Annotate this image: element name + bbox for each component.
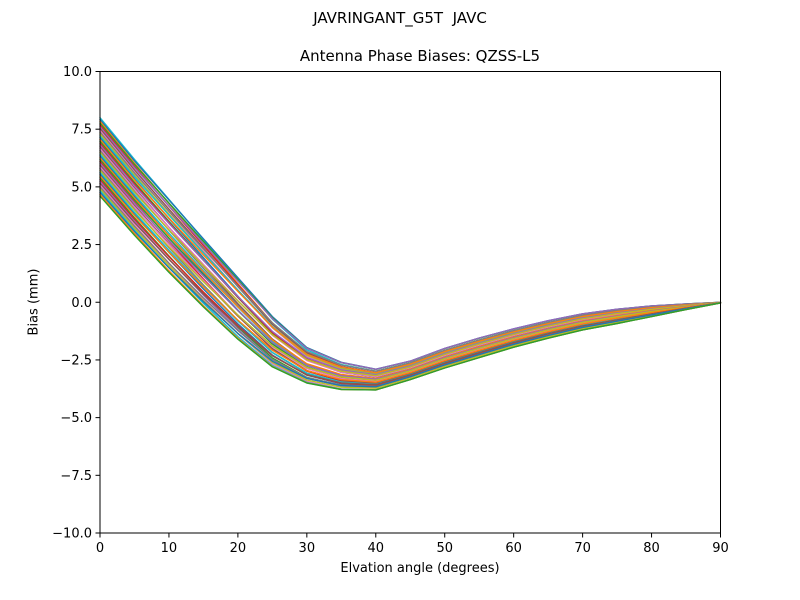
y-tick-label: −5.0 <box>60 411 92 426</box>
bias-curve <box>99 131 722 372</box>
x-tick-label: 90 <box>712 541 729 556</box>
y-tick-label: −7.5 <box>60 469 92 484</box>
x-tick-label: 80 <box>643 541 660 556</box>
bias-curve <box>99 160 722 385</box>
bias-curves-group <box>99 117 722 391</box>
bias-curve <box>99 147 722 378</box>
bias-curve <box>99 188 722 389</box>
bias-curve <box>99 169 722 381</box>
y-tick-label: 2.5 <box>71 238 92 253</box>
bias-curve <box>99 191 722 388</box>
y-axis-label: Bias (mm) <box>26 268 42 336</box>
x-tick-label: 0 <box>96 541 104 556</box>
y-tick-label: 5.0 <box>71 180 92 195</box>
y-tick-label: −10.0 <box>52 527 92 542</box>
chart-subtitle: Antenna Phase Biases: QZSS-L5 <box>299 47 541 65</box>
bias-curve <box>99 175 722 383</box>
chart-title: JAVRINGANT_G5T JAVC <box>313 9 487 27</box>
y-tick-label: −2.5 <box>60 353 92 368</box>
bias-curve <box>99 182 722 386</box>
bias-curve <box>99 186 722 388</box>
tick-labels-group: 0 10 20 30 40 50 60 70 80 90 10.0 7.5 5.0 2.5 0.0 −2.5 −… <box>52 65 729 556</box>
bias-curve <box>99 127 722 374</box>
x-tick-label: 40 <box>368 541 385 556</box>
bias-curve <box>99 173 722 387</box>
x-tick-label: 10 <box>161 541 178 556</box>
x-axis-label: Elvation angle (degrees) <box>340 561 500 576</box>
bias-curve <box>99 195 722 391</box>
y-tick-label: 10.0 <box>63 65 92 80</box>
bias-curve <box>99 120 722 374</box>
x-tick-label: 20 <box>230 541 247 556</box>
y-tick-label: 7.5 <box>71 123 92 138</box>
x-tick-label: 70 <box>574 541 591 556</box>
x-tick-label: 60 <box>505 541 522 556</box>
y-tick-label: 0.0 <box>71 296 92 311</box>
bias-curve <box>99 138 722 374</box>
bias-curve <box>99 177 722 388</box>
axes-box <box>99 71 721 534</box>
ticks-group <box>95 71 721 538</box>
x-tick-label: 30 <box>299 541 316 556</box>
bias-curve <box>99 151 722 377</box>
x-tick-label: 50 <box>436 541 453 556</box>
bias-curve <box>99 126 722 370</box>
